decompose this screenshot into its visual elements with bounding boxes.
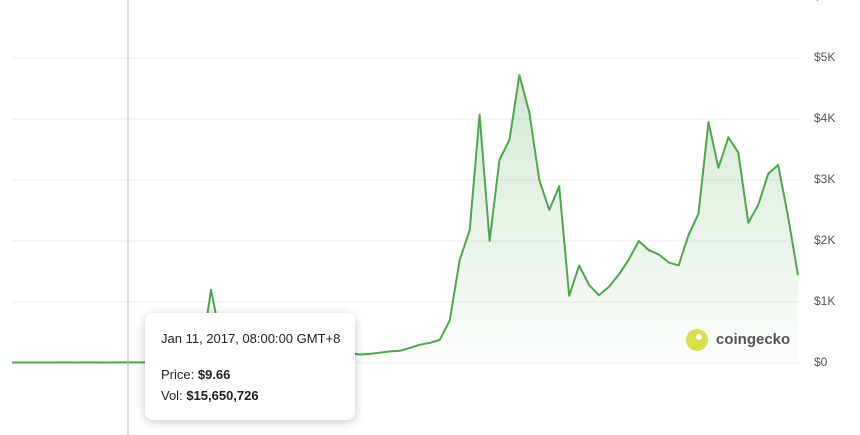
price-value: $9.66: [197, 367, 231, 382]
tooltip-price: Price: $9.66: [161, 367, 230, 382]
vol-label: Vol:: [161, 388, 183, 403]
tooltip: Jan 11, 2017, 08:00:00 GMT+8 Price: $9.6…: [145, 313, 355, 420]
y-tick-label: $3K: [814, 172, 835, 186]
watermark: coingecko: [716, 331, 790, 348]
y-tick-label: $2K: [814, 233, 835, 247]
y-tick-label: $1K: [814, 294, 835, 308]
y-tick-label: $6K: [814, 0, 835, 3]
price-label: Price:: [161, 367, 195, 382]
price-line: [12, 74, 799, 364]
tooltip-vol: Vol: $15,650,726: [161, 388, 259, 403]
area: [12, 75, 798, 363]
tooltip-date: Jan 11, 2017, 08:00:00 GMT+8: [161, 331, 341, 346]
logo-icon: [686, 329, 708, 351]
y-tick-label: $5K: [814, 50, 835, 64]
y-tick-label: $4K: [814, 111, 835, 125]
y-tick-label: $0: [814, 355, 828, 369]
logo-eye: [696, 334, 702, 340]
vol-value: $15,650,726: [186, 388, 259, 403]
